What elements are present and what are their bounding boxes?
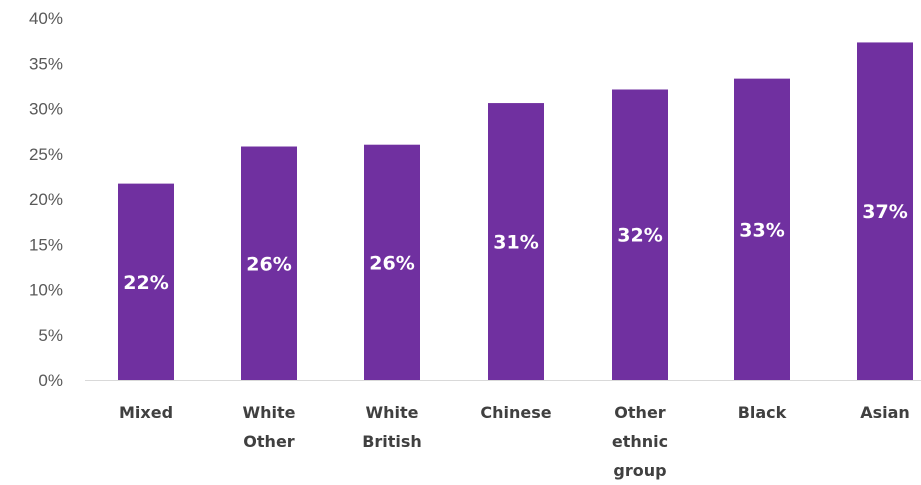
bar xyxy=(734,78,790,380)
bar xyxy=(364,144,420,380)
x-category-label: Black xyxy=(738,403,787,422)
y-tick-label: 5% xyxy=(38,326,63,345)
bar xyxy=(118,183,174,380)
x-category-label: Chinese xyxy=(480,403,551,422)
bar xyxy=(488,103,544,380)
y-tick-label: 0% xyxy=(38,371,63,390)
x-category-label: Other ethnic group xyxy=(612,403,668,480)
data-label: 32% xyxy=(617,225,662,247)
bar xyxy=(612,89,668,381)
bar xyxy=(857,42,913,381)
x-category-label: Asian xyxy=(860,403,910,422)
y-tick-label: 35% xyxy=(29,54,63,73)
bar xyxy=(241,146,297,380)
x-axis: Mixed White Other White British Chinese Other e… xyxy=(119,403,910,480)
data-label: 37% xyxy=(862,201,907,223)
y-tick-label: 25% xyxy=(29,145,63,164)
data-label: 26% xyxy=(369,252,414,274)
y-tick-label: 40% xyxy=(29,9,63,28)
x-category-label: Mixed xyxy=(119,403,173,422)
data-label: 33% xyxy=(739,219,784,241)
x-category-label: White Other xyxy=(242,403,295,451)
x-category-label: White British xyxy=(362,403,422,451)
data-label: 26% xyxy=(246,253,291,275)
bars: 22% 26% 26% 31% 32% 33% 37% xyxy=(118,42,913,381)
y-tick-label: 30% xyxy=(29,100,63,119)
data-label: 22% xyxy=(123,272,168,294)
y-axis: 0% 5% 10% 15% 20% 25% 30% 35% 40% xyxy=(29,9,63,390)
y-tick-label: 10% xyxy=(29,281,63,300)
y-tick-label: 15% xyxy=(29,235,63,254)
data-label: 31% xyxy=(493,232,538,254)
y-tick-label: 20% xyxy=(29,190,63,209)
